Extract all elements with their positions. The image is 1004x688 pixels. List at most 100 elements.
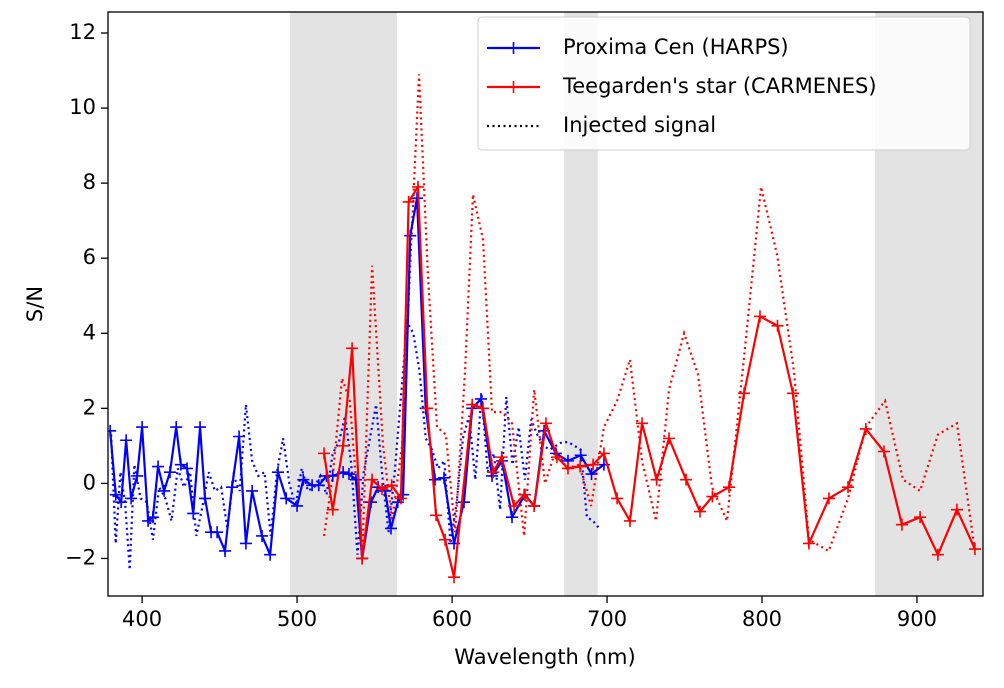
legend-marker xyxy=(507,81,520,93)
point-marker xyxy=(385,479,398,492)
point-marker xyxy=(508,499,521,512)
point-marker xyxy=(448,571,461,584)
point-marker xyxy=(256,529,269,542)
point-marker xyxy=(384,522,397,535)
point-marker xyxy=(550,451,563,464)
x-tick-label: 700 xyxy=(587,607,627,631)
point-marker xyxy=(125,492,138,505)
point-marker xyxy=(366,473,379,486)
point-marker xyxy=(246,484,259,497)
point-marker xyxy=(272,466,285,479)
legend: Proxima Cen (HARPS) Teegarden's star (CAR… xyxy=(477,16,971,151)
point-marker xyxy=(738,387,751,400)
point-marker xyxy=(225,481,238,494)
point-marker xyxy=(146,511,159,524)
point-marker xyxy=(430,509,443,522)
point-marker xyxy=(968,543,981,556)
point-marker xyxy=(518,488,531,501)
point-marker xyxy=(475,392,488,405)
point-marker xyxy=(914,511,927,524)
x-tick-label: 500 xyxy=(277,607,317,631)
legend-frame xyxy=(477,16,971,151)
y-tick-label: 2 xyxy=(83,395,96,419)
point-marker xyxy=(136,421,149,434)
point-marker xyxy=(170,421,183,434)
point-marker xyxy=(108,424,117,437)
point-marker xyxy=(199,492,212,505)
point-marker xyxy=(187,507,200,520)
point-marker xyxy=(437,471,450,484)
point-marker xyxy=(931,548,944,561)
point-marker xyxy=(574,449,587,462)
x-axis-label: Wavelength (nm) xyxy=(454,645,635,669)
point-marker xyxy=(194,421,207,434)
y-tick-label: 12 xyxy=(69,20,96,44)
x-tick-label: 400 xyxy=(122,607,162,631)
point-marker xyxy=(950,503,963,516)
x-tick-label: 800 xyxy=(742,607,782,631)
axes-frame xyxy=(107,11,984,597)
point-marker xyxy=(429,473,442,486)
plot-lines xyxy=(108,74,981,584)
point-marker xyxy=(337,439,350,452)
point-marker xyxy=(297,473,310,486)
point-marker xyxy=(611,492,624,505)
point-marker xyxy=(404,229,417,242)
point-marker xyxy=(115,496,128,509)
point-marker xyxy=(219,544,232,557)
point-marker xyxy=(694,505,707,518)
point-marker xyxy=(663,432,676,445)
point-marker xyxy=(574,460,587,473)
point-marker xyxy=(174,458,187,471)
point-marker xyxy=(342,468,355,481)
y-tick-label: 8 xyxy=(83,170,96,194)
point-marker xyxy=(802,537,815,550)
point-marker xyxy=(877,445,890,458)
point-marker xyxy=(487,466,500,479)
point-marker xyxy=(457,496,470,509)
point-marker xyxy=(636,417,649,430)
point-marker xyxy=(233,430,246,443)
point-marker xyxy=(786,387,799,400)
point-marker xyxy=(561,462,574,475)
point-marker xyxy=(411,192,424,205)
axes: 400 500 600 700 800 900 −2 0 2 4 6 8 10 12 Proxima Cen… xyxy=(65,11,984,631)
point-marker xyxy=(421,402,434,415)
point-marker xyxy=(163,466,176,479)
point-marker xyxy=(280,492,293,505)
point-marker xyxy=(495,451,508,464)
point-marker xyxy=(466,398,479,411)
y-tick-label: 4 xyxy=(83,320,96,344)
point-marker xyxy=(859,422,872,435)
x-tick-label: 600 xyxy=(432,607,472,631)
point-marker xyxy=(650,473,663,486)
injected-line xyxy=(110,318,601,570)
point-marker xyxy=(326,503,339,516)
point-marker xyxy=(131,469,144,482)
point-marker xyxy=(312,479,325,492)
point-marker xyxy=(120,434,133,447)
shaded-region xyxy=(290,12,398,596)
legend-label: Teegarden's star (CARMENES) xyxy=(562,74,877,98)
point-marker xyxy=(597,447,610,460)
y-axis-label: S/N xyxy=(23,286,47,322)
x-tick-label: 900 xyxy=(897,607,937,631)
point-marker xyxy=(411,180,424,193)
point-marker xyxy=(539,417,552,430)
point-marker xyxy=(264,548,277,561)
point-marker xyxy=(771,319,784,332)
point-marker xyxy=(346,342,359,355)
y-tick-label: −2 xyxy=(65,545,96,569)
point-marker xyxy=(753,310,766,323)
point-marker xyxy=(239,537,252,550)
point-marker xyxy=(722,481,735,494)
y-tick-label: 6 xyxy=(83,245,96,269)
point-marker xyxy=(585,468,598,481)
point-marker xyxy=(356,552,369,565)
point-marker xyxy=(375,483,388,496)
point-marker xyxy=(326,469,339,482)
y-tick-label: 0 xyxy=(83,470,96,494)
legend-label: Injected signal xyxy=(563,113,716,137)
point-marker xyxy=(842,481,855,494)
